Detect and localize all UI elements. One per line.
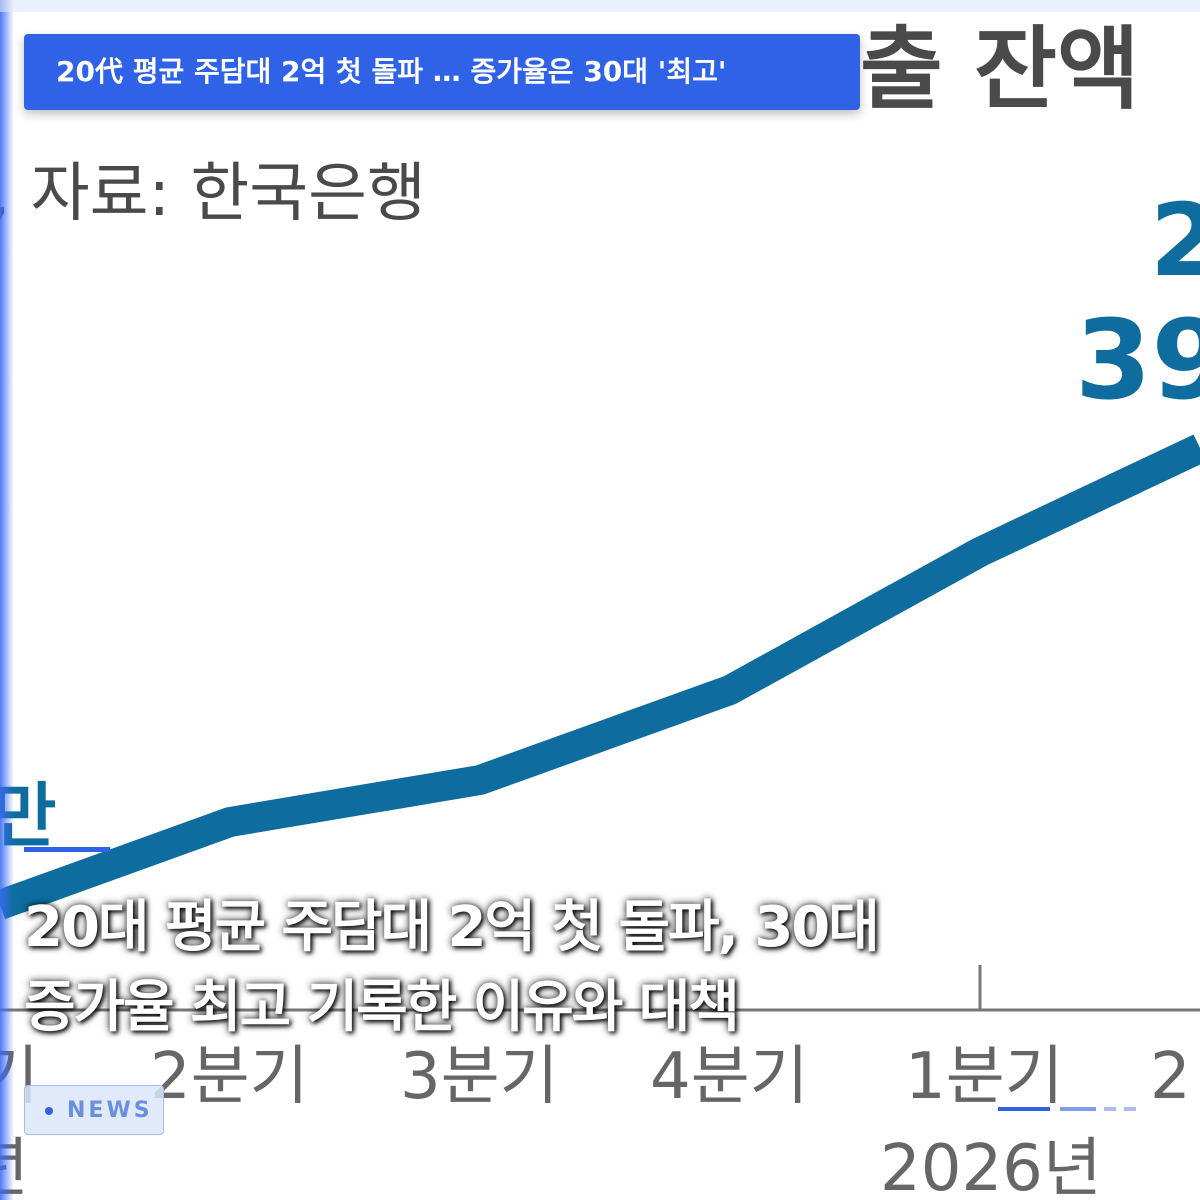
bg-title: 출 잔액 [860,17,1140,122]
bg-line [0,434,1200,920]
bg-x-label: 1분기 [905,1040,1063,1114]
edge-glow [0,0,14,1200]
banner: 20代 평균 주담대 2억 첫 돌파 … 증가율은 30대 '최고' [24,34,860,110]
bg-x-label: 2분기 [150,1040,308,1114]
bg-value: 2 [1150,182,1200,299]
headline: 20대 평균 주담대 2억 첫 돌파, 30대 증가율 최고 기록한 이유와 대… [24,888,880,1048]
bg-x-label: 2 [1150,1040,1191,1114]
dots [998,1107,1136,1111]
bg-x-label: 4분기 [650,1040,808,1114]
accent-bar [24,847,110,852]
bg-value: 39 [1075,296,1200,424]
bg-x-label: 3분기 [400,1040,558,1114]
news-badge: NEWS [24,1085,164,1135]
headline-line: 증가율 최고 기록한 이유와 대책 [24,975,740,1040]
edge-glow [0,0,1200,12]
bg-year: 2026년 [880,1132,1102,1200]
bg-source: , 자료: 한국은행 [0,157,426,231]
headline-line: 20대 평균 주담대 2억 첫 돌파, 30대 [24,895,880,960]
